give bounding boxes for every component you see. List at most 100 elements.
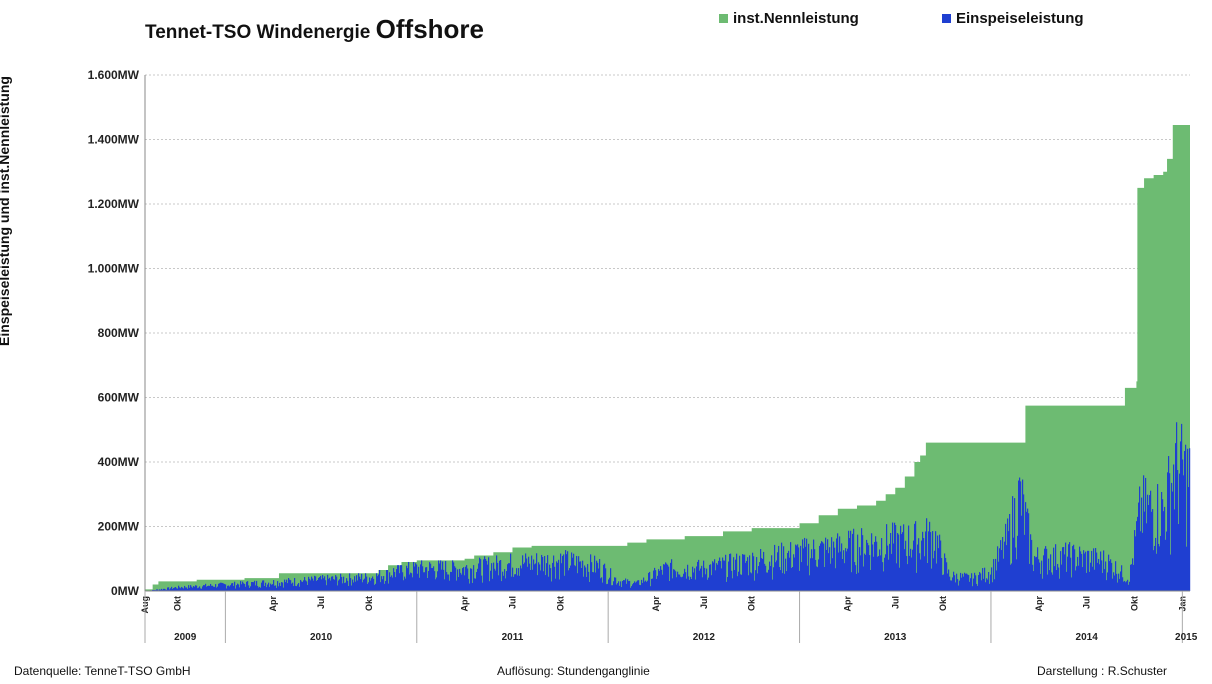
feed-in-bar xyxy=(798,547,800,591)
feed-in-bar xyxy=(979,572,981,591)
feed-in-bar xyxy=(825,537,827,591)
feed-in-bar xyxy=(1066,571,1068,591)
feed-in-bar xyxy=(628,581,630,591)
feed-in-bar xyxy=(459,568,461,591)
feed-in-bar xyxy=(730,553,732,591)
feed-in-bar xyxy=(403,580,405,591)
feed-in-bar xyxy=(645,580,647,591)
feed-in-bar xyxy=(530,569,532,591)
feed-in-bar xyxy=(251,582,253,591)
feed-in-bar xyxy=(384,583,386,591)
feed-in-bar xyxy=(204,585,206,591)
feed-in-bar xyxy=(451,571,453,591)
feed-in-bar xyxy=(750,572,752,591)
feed-in-bar xyxy=(816,566,818,591)
feed-in-bar xyxy=(289,579,291,591)
feed-in-bar xyxy=(865,554,867,591)
feed-in-bar xyxy=(671,559,673,591)
feed-in-bar xyxy=(840,551,842,591)
feed-in-bar xyxy=(866,539,868,591)
feed-in-bar xyxy=(958,585,960,591)
feed-in-bar xyxy=(661,569,663,591)
feed-in-bar xyxy=(351,585,353,591)
feed-in-bar xyxy=(674,569,676,591)
feed-in-bar xyxy=(597,562,599,591)
feed-in-bar xyxy=(1172,491,1174,591)
feed-in-bar xyxy=(985,582,987,591)
feed-in-bar xyxy=(1117,582,1119,591)
feed-in-bar xyxy=(1050,554,1052,591)
feed-in-bar xyxy=(523,564,525,591)
feed-in-bar xyxy=(683,573,685,591)
feed-in-bar xyxy=(902,532,904,591)
feed-in-bar xyxy=(829,547,831,591)
feed-in-bar xyxy=(1083,550,1085,591)
feed-in-bar xyxy=(214,586,216,591)
feed-in-bar xyxy=(1082,567,1084,591)
feed-in-bar xyxy=(1169,473,1171,591)
feed-in-bar xyxy=(835,568,837,591)
feed-in-bar xyxy=(511,576,513,591)
feed-in-bar xyxy=(988,572,990,591)
feed-in-bar xyxy=(1103,550,1105,591)
feed-in-bar xyxy=(439,563,441,591)
feed-in-bar xyxy=(295,585,297,591)
feed-in-bar xyxy=(781,542,783,591)
feed-in-bar xyxy=(203,585,205,591)
feed-in-bar xyxy=(564,575,566,591)
feed-in-bar xyxy=(308,576,310,591)
feed-in-bar xyxy=(987,579,989,591)
month-tick-label-13: Okt xyxy=(938,596,948,611)
feed-in-bar xyxy=(1162,499,1164,591)
feed-in-bar xyxy=(380,582,382,591)
feed-in-bar xyxy=(967,574,969,591)
feed-in-bar xyxy=(1070,557,1072,591)
feed-in-bar xyxy=(637,580,639,591)
feed-in-bar xyxy=(410,572,412,591)
feed-in-bar xyxy=(328,578,330,591)
feed-in-bar xyxy=(467,568,469,591)
feed-in-bar xyxy=(1031,539,1033,591)
feed-in-bar xyxy=(277,581,279,591)
feed-in-bar xyxy=(754,580,756,591)
feed-in-bar xyxy=(800,545,802,591)
feed-in-bar xyxy=(748,575,750,591)
feed-in-bar xyxy=(945,557,947,591)
feed-in-bar xyxy=(265,582,267,591)
feed-in-bar xyxy=(290,580,292,591)
feed-in-bar xyxy=(942,574,944,591)
feed-in-bar xyxy=(581,567,583,591)
feed-in-bar xyxy=(502,571,504,591)
feed-in-bar xyxy=(585,567,587,591)
feed-in-bar xyxy=(998,561,1000,591)
feed-in-bar xyxy=(963,576,965,591)
feed-in-bar xyxy=(1068,544,1070,591)
feed-in-bar xyxy=(1187,448,1189,591)
feed-in-bar xyxy=(398,565,400,591)
feed-in-bar xyxy=(826,549,828,591)
feed-in-bar xyxy=(250,586,252,591)
feed-in-bar xyxy=(1157,484,1159,591)
feed-in-bar xyxy=(593,572,595,591)
feed-in-bar xyxy=(952,577,954,591)
feed-in-bar xyxy=(534,564,536,591)
feed-in-bar xyxy=(920,559,922,591)
feed-in-bar xyxy=(338,580,340,591)
feed-in-bar xyxy=(479,557,481,591)
feed-in-bar xyxy=(591,562,593,591)
feed-in-bar xyxy=(741,574,743,591)
feed-in-bar xyxy=(1038,559,1040,591)
feed-in-bar xyxy=(919,553,921,591)
feed-in-bar xyxy=(976,583,978,591)
feed-in-bar xyxy=(567,551,569,591)
feed-in-bar xyxy=(912,549,914,591)
feed-in-bar xyxy=(409,574,411,591)
feed-in-bar xyxy=(272,584,274,591)
feed-in-bar xyxy=(342,583,344,591)
feed-in-bar xyxy=(1096,552,1098,591)
feed-in-bar xyxy=(917,544,919,591)
feed-in-bar xyxy=(696,566,698,591)
feed-in-bar xyxy=(282,582,284,591)
feed-in-bar xyxy=(1086,572,1088,591)
feed-in-bar xyxy=(190,585,192,591)
